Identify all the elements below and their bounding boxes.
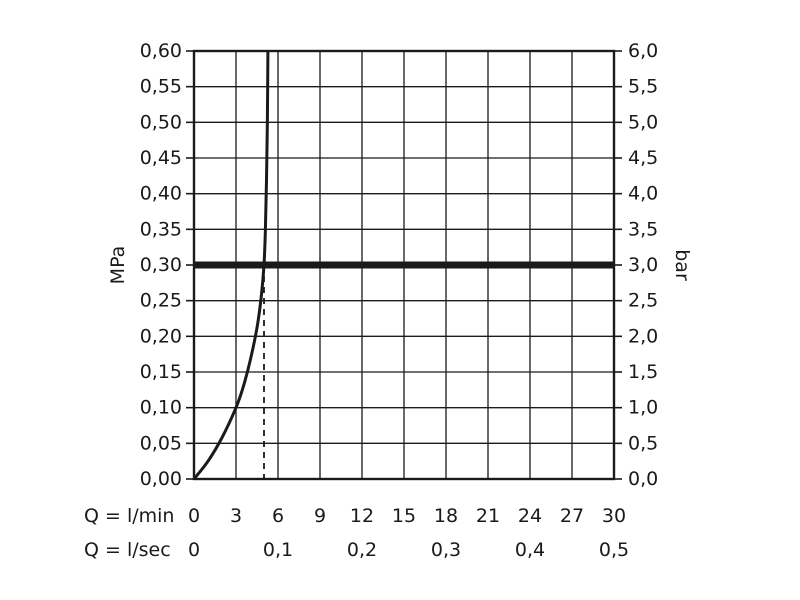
y-left-tick-label: 0,00: [140, 468, 182, 490]
x-lmin-tick-label: 6: [272, 505, 284, 527]
x-lsec-tick-label: 0: [188, 539, 200, 561]
y-right-tick-label: 3,5: [628, 218, 658, 240]
y-right-tick-label: 4,0: [628, 183, 658, 205]
y-right-tick-label: 1,5: [628, 361, 658, 383]
y-left-tick-label: 0,15: [140, 361, 182, 383]
x-lmin-tick-label: 0: [188, 505, 200, 527]
x-lsec-tick-label: 0,5: [599, 539, 629, 561]
x-lsec-ticks: 0 0,1 0,2 0,3 0,4 0,5: [188, 539, 629, 561]
y-left-tick-label: 0,10: [140, 397, 182, 419]
y-right-tick-label: 2,5: [628, 290, 658, 312]
y-right-tick-label: 6,0: [628, 40, 658, 62]
x-lmin-tick-label: 9: [314, 505, 326, 527]
x-lmin-tick-label: 18: [434, 505, 458, 527]
plot-frame: [186, 49, 622, 481]
y-right-tick-label: 5,5: [628, 76, 658, 98]
x-lmin-tick-label: 3: [230, 505, 242, 527]
x-lmin-row-label: Q = l/min: [84, 505, 174, 527]
y-right-tick-label: 3,0: [628, 254, 658, 276]
grid: [194, 51, 614, 479]
y-right-tick-label: 0,5: [628, 432, 658, 454]
x-lmin-tick-label: 12: [350, 505, 374, 527]
y-left-tick-label: 0,40: [140, 183, 182, 205]
y-left-tick-label: 0,35: [140, 218, 182, 240]
x-lsec-tick-label: 0,2: [347, 539, 377, 561]
flow-curve: [192, 50, 270, 480]
y-left-tick-label: 0,05: [140, 432, 182, 454]
y-left-tick-label: 0,30: [140, 254, 182, 276]
x-lmin-tick-label: 27: [560, 505, 584, 527]
x-lmin-ticks: 0 3 6 9 12 15 18 21 24 27 30: [188, 505, 626, 527]
y-left-tick-label: 0,25: [140, 290, 182, 312]
y-right-axis-title: bar: [671, 249, 693, 281]
y-right-tick-label: 2,0: [628, 325, 658, 347]
y-left-tick-label: 0,60: [140, 40, 182, 62]
x-lsec-tick-label: 0,4: [515, 539, 545, 561]
x-lmin-tick-label: 15: [392, 505, 416, 527]
x-lmin-tick-label: 30: [602, 505, 626, 527]
y-left-tick-label: 0,20: [140, 325, 182, 347]
x-lsec-row-label: Q = l/sec: [84, 539, 171, 561]
y-right-tick-label: 4,5: [628, 147, 658, 169]
y-left-tick-label: 0,50: [140, 111, 182, 133]
reference-layer: [194, 261, 614, 479]
x-lmin-tick-label: 21: [476, 505, 500, 527]
y-right-tick-label: 0,0: [628, 468, 658, 490]
y-right-tick-label: 5,0: [628, 111, 658, 133]
y-right-ticks: 0,0 0,5 1,0 1,5 2,0 2,5 3,0 3,5 4,0 4,5 5,0 5,5 6,0: [628, 40, 658, 490]
y-left-ticks: 0,00 0,05 0,10 0,15 0,20 0,25 0,30 0,35 0,40 0,45…: [140, 40, 182, 490]
x-lsec-tick-label: 0,1: [263, 539, 293, 561]
y-left-tick-label: 0,45: [140, 147, 182, 169]
y-left-axis-title: MPa: [107, 246, 129, 285]
y-left-tick-label: 0,55: [140, 76, 182, 98]
x-lmin-tick-label: 24: [518, 505, 542, 527]
x-lsec-tick-label: 0,3: [431, 539, 461, 561]
series-layer: [192, 50, 270, 480]
y-right-tick-label: 1,0: [628, 397, 658, 419]
